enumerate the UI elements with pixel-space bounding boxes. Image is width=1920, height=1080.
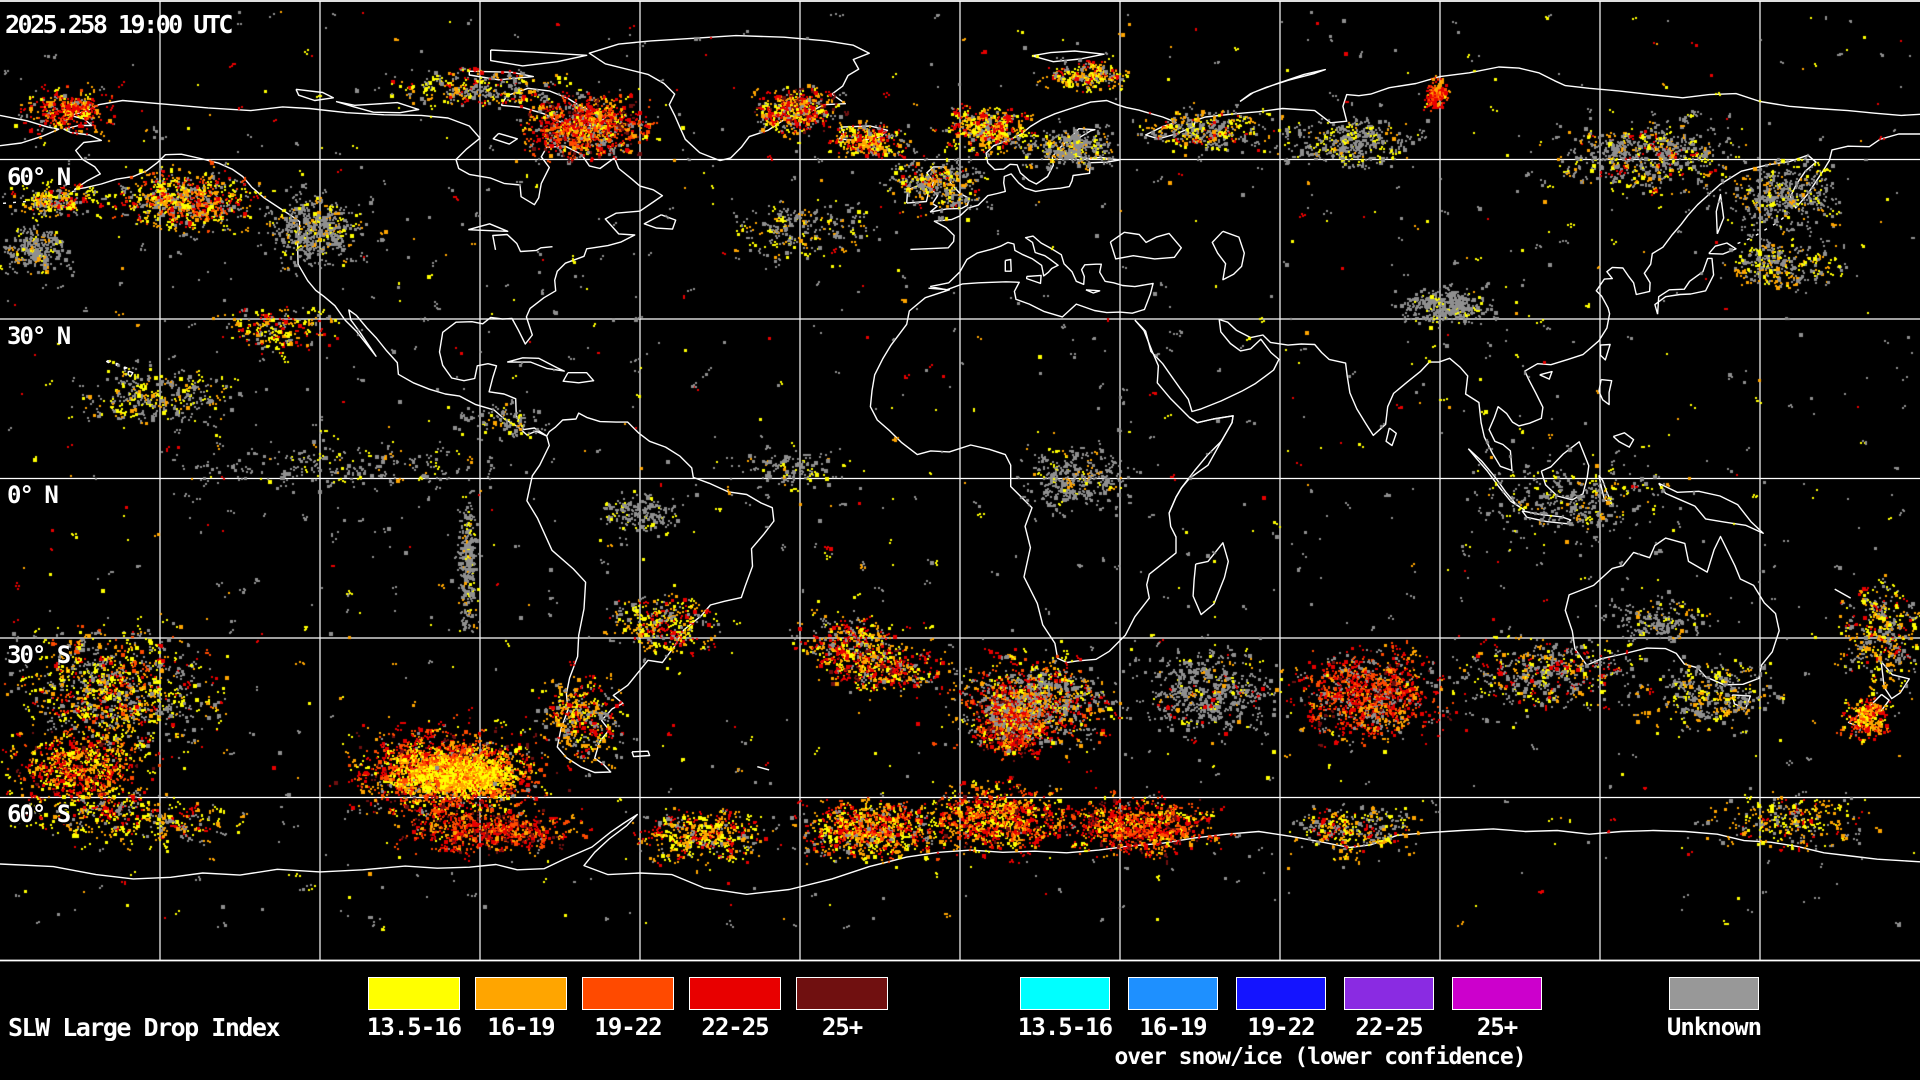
legend-swatch-snowice-22-25 [1344,977,1434,1010]
latitude-label-60n: 60° N [7,163,71,191]
legend-swatch-snowice-16-19 [1128,977,1218,1010]
legend-label-snowice-22-25: 22-25 [1355,1013,1423,1041]
legend-label-sldi-13p5-16: 13.5-16 [366,1013,462,1041]
legend-swatch-snowice-25plus [1452,977,1542,1010]
legend-title: SLW Large Drop Index [8,1013,281,1042]
legend-label-sldi-16-19: 16-19 [487,1013,555,1041]
snow-ice-caption: over snow/ice (lower confidence) [1114,1044,1526,1070]
legend-swatch-sldi-22-25 [689,977,781,1010]
legend-label-unknown: Unknown [1666,1013,1762,1041]
slw-data-overlay [0,0,1920,962]
legend-label-sldi-25plus: 25+ [821,1013,863,1041]
latitude-label-0n: 0° N [7,481,59,509]
legend-label-sldi-22-25: 22-25 [701,1013,769,1041]
legend-swatch-sldi-25plus [796,977,888,1010]
legend-label-snowice-25plus: 25+ [1476,1013,1518,1041]
legend-swatch-sldi-19-22 [582,977,674,1010]
legend-label-sldi-19-22: 19-22 [594,1013,662,1041]
legend-swatch-snowice-19-22 [1236,977,1326,1010]
legend-swatch-unknown [1669,977,1759,1010]
legend-label-snowice-16-19: 16-19 [1139,1013,1207,1041]
latitude-label-30s: 30° S [7,641,71,669]
legend-swatch-sldi-16-19 [475,977,567,1010]
legend-swatch-sldi-13p5-16 [368,977,460,1010]
legend-swatch-snowice-13p5-16 [1020,977,1110,1010]
latitude-label-60s: 60° S [7,800,71,828]
timestamp: 2025.258 19:00 UTC [5,10,233,39]
legend-label-snowice-13p5-16: 13.5-16 [1017,1013,1113,1041]
legend-label-snowice-19-22: 19-22 [1247,1013,1315,1041]
latitude-label-30n: 30° N [7,322,71,350]
